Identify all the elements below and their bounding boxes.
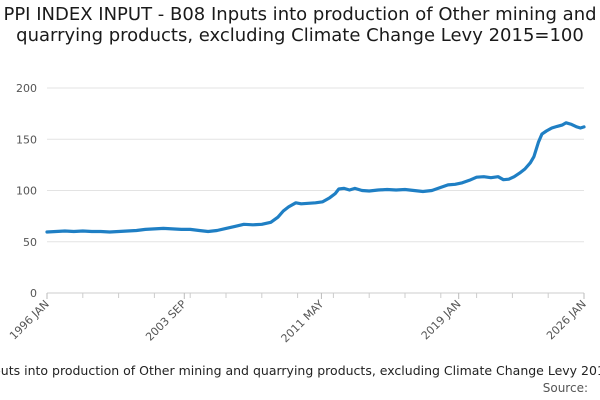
y-tick-label-50: 50	[23, 236, 37, 249]
source-note: Source:	[543, 381, 588, 395]
source-label: Source:	[542, 381, 588, 395]
y-tick-label-200: 200	[16, 82, 37, 95]
y-tick-label-100: 100	[16, 185, 37, 198]
legend: B08 Inputs into production of Other mini…	[0, 362, 600, 382]
x-tick-label-3: 2019 JAN	[419, 298, 464, 343]
x-tick-label-2: 2011 MAY	[279, 297, 327, 345]
series-layer	[45, 121, 586, 234]
chart-title: PPI INDEX INPUT - B08 Inputs into produc…	[3, 4, 597, 46]
x-tick-label-0: 1996 JAN	[7, 298, 52, 343]
tick-labels: 0 50 100 150 200 1996 JAN 2003 SEP 2011 MAY 2019…	[7, 82, 589, 345]
series-line-0	[45, 121, 586, 234]
legend-label: B08 Inputs into production of Other mini…	[0, 363, 600, 378]
grid-lines	[47, 87, 584, 243]
y-tick-label-0: 0	[30, 287, 37, 300]
x-tick-label-4: 2026 JAN	[544, 298, 589, 343]
x-tick-label-1: 2003 SEP	[143, 297, 189, 343]
axes	[46, 292, 585, 299]
y-tick-label-150: 150	[16, 133, 37, 146]
